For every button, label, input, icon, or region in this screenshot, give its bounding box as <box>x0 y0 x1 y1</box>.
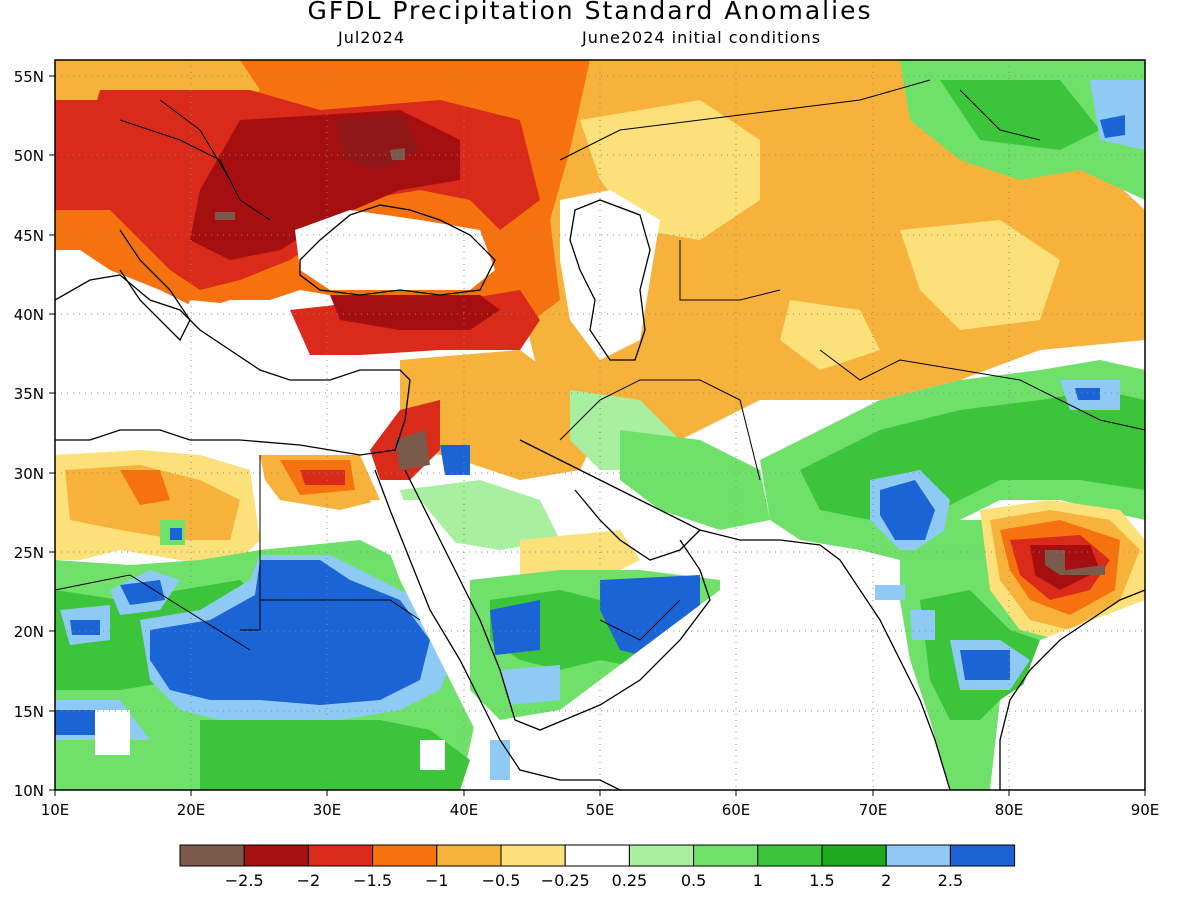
colorbar-swatch <box>372 844 438 867</box>
lat-tick-label: 50N <box>14 147 44 165</box>
lon-tick-label: 20E <box>177 801 206 819</box>
latitude-axis: 10N 15N 20N 25N 30N 35N 40N 45N 50N 55N <box>14 68 44 800</box>
lat-tick-label: 15N <box>14 703 44 721</box>
lon-tick-label: 60E <box>722 801 751 819</box>
lat-tick-label: 35N <box>14 385 44 403</box>
colorbar-swatch <box>885 844 951 867</box>
colorbar-label: −2 <box>297 871 321 890</box>
colorbar-label: 1.5 <box>809 871 834 890</box>
lon-tick-label: 50E <box>586 801 615 819</box>
coastlines <box>55 199 1145 790</box>
colorbar-swatch <box>243 844 309 867</box>
colorbar-swatch <box>564 844 630 867</box>
colorbar-swatch <box>949 844 1016 867</box>
colorbar-swatch <box>500 844 566 867</box>
map-title: GFDL Precipitation Standard Anomalies <box>307 0 873 25</box>
lat-tick-label: 40N <box>14 306 44 324</box>
country-borders <box>55 79 1145 651</box>
lat-tick-label: 20N <box>14 623 44 641</box>
anomaly-field <box>55 60 1145 790</box>
lon-tick-label: 10E <box>41 801 70 819</box>
colorbar-swatch <box>628 844 695 867</box>
colorbar-label: −0.5 <box>482 871 521 890</box>
colorbar-swatch <box>436 844 502 867</box>
colorbar-label: 0.25 <box>612 871 648 890</box>
lat-tick-label: 30N <box>14 465 44 483</box>
colorbar: −2.5 −2 −1.5 −1 −0.5 −0.25 0.25 0.5 1 1.5 2 2.5 <box>179 844 1016 890</box>
lat-tick-label: 55N <box>14 68 44 86</box>
lon-tick-label: 70E <box>859 801 888 819</box>
initial-conditions: June2024 initial conditions <box>582 28 822 47</box>
colorbar-label: 1 <box>753 871 763 890</box>
colorbar-label: 2 <box>881 871 891 890</box>
forecast-month: Jul2024 <box>338 28 406 47</box>
lon-tick-label: 30E <box>313 801 342 819</box>
lon-tick-label: 90E <box>1131 801 1160 819</box>
colorbar-swatch <box>821 844 887 867</box>
lat-tick-label: 45N <box>14 227 44 245</box>
colorbar-label: 0.5 <box>681 871 706 890</box>
colorbar-swatch <box>757 844 823 867</box>
colorbar-label: 2.5 <box>938 871 963 890</box>
colorbar-swatch <box>179 844 245 867</box>
colorbar-label: −0.25 <box>541 871 590 890</box>
colorbar-label: −1 <box>425 871 449 890</box>
colorbar-swatch <box>693 844 759 867</box>
lon-tick-label: 80E <box>995 801 1024 819</box>
colorbar-label: −2.5 <box>225 871 264 890</box>
lon-tick-label: 40E <box>450 801 479 819</box>
colorbar-swatch <box>307 844 374 867</box>
longitude-axis: 10E 20E 30E 40E 50E 60E 70E 80E 90E <box>41 801 1160 819</box>
lat-tick-label: 10N <box>14 782 44 800</box>
lat-tick-label: 25N <box>14 544 44 562</box>
colorbar-label: −1.5 <box>353 871 392 890</box>
